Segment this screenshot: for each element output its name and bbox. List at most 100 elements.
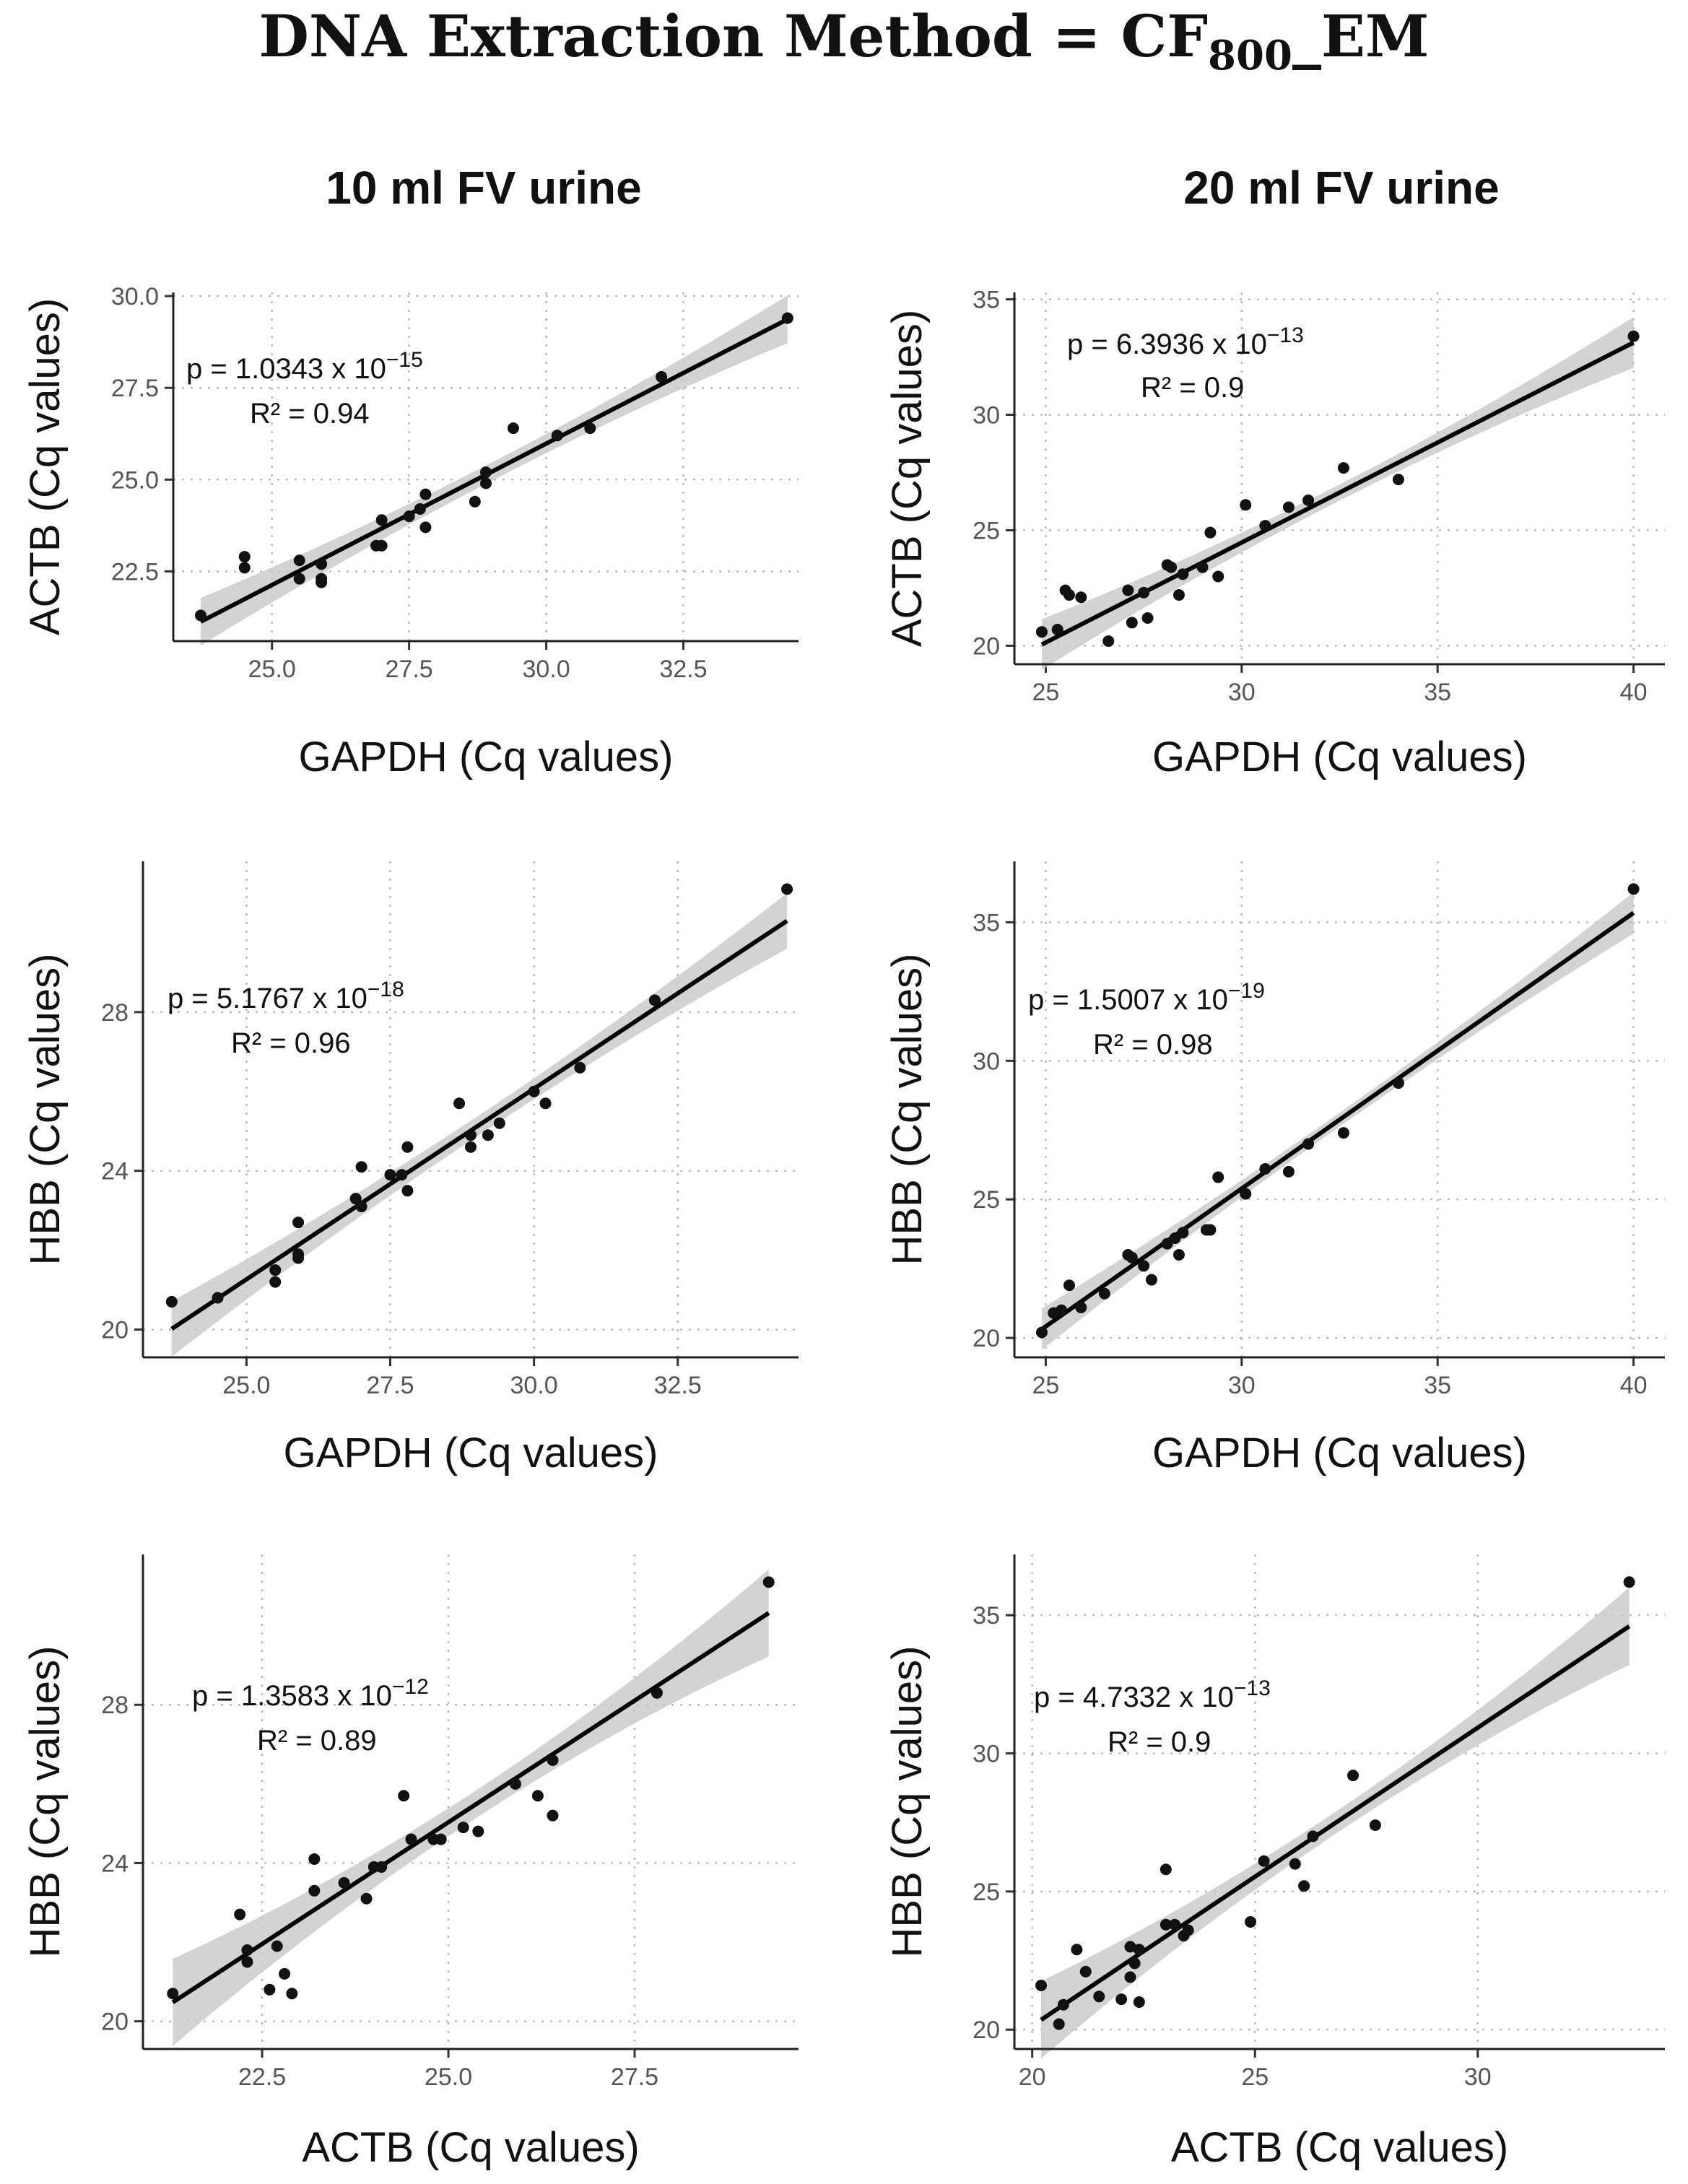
data-point bbox=[457, 1822, 469, 1834]
data-point bbox=[355, 1161, 367, 1173]
y-axis-label: ACTB (Cq values) bbox=[22, 298, 69, 635]
data-point bbox=[1071, 1944, 1083, 1956]
x-axis-label: GAPDH (Cq values) bbox=[299, 734, 674, 780]
data-point bbox=[355, 1201, 367, 1213]
data-point bbox=[1138, 586, 1150, 599]
x-tick-label: 20 bbox=[1019, 2063, 1046, 2091]
regression-line bbox=[1040, 910, 1635, 1331]
data-point bbox=[1302, 1138, 1315, 1150]
data-point bbox=[1392, 1077, 1404, 1089]
x-tick-label: 32.5 bbox=[654, 1372, 702, 1399]
data-point bbox=[1177, 568, 1189, 580]
y-tick-label: 20 bbox=[101, 2009, 129, 2036]
data-point bbox=[1063, 589, 1075, 601]
p-value-text: p = 1.0343 x 10 bbox=[186, 353, 386, 385]
x-axis-label: GAPDH (Cq values) bbox=[1152, 1430, 1527, 1476]
x-tick-label: 35 bbox=[1424, 679, 1451, 706]
p-value-exponent: −19 bbox=[1228, 979, 1265, 1003]
y-tick-label: 20 bbox=[973, 2016, 1000, 2044]
data-point bbox=[1102, 635, 1115, 648]
data-point bbox=[1141, 612, 1154, 625]
figure-title-subscript: 800 bbox=[1208, 32, 1292, 79]
data-point bbox=[419, 521, 432, 534]
p-value-exponent: −13 bbox=[1234, 1676, 1271, 1700]
x-tick-label: 25.0 bbox=[425, 2063, 472, 2091]
data-point bbox=[1035, 1979, 1048, 1991]
x-tick-label: 25 bbox=[1032, 1372, 1060, 1399]
data-point bbox=[1392, 474, 1404, 486]
data-point bbox=[349, 1193, 362, 1205]
data-point bbox=[1098, 1287, 1110, 1300]
x-tick-label: 32.5 bbox=[659, 656, 707, 683]
panels: 25.0 27.5 30.0 32.5 22.5 25.0 27.5 30.0 GAPDH (C… bbox=[22, 283, 1665, 2171]
data-point bbox=[1126, 1251, 1138, 1263]
data-point bbox=[403, 510, 415, 523]
y-tick-label: 35 bbox=[973, 1602, 1000, 1630]
x-tick-label: 40 bbox=[1620, 1372, 1648, 1399]
data-point bbox=[286, 1988, 298, 2000]
data-point bbox=[1245, 1915, 1257, 1928]
data-point bbox=[396, 1169, 408, 1181]
data-point bbox=[528, 1085, 540, 1097]
y-axis-label: ACTB (Cq values) bbox=[884, 310, 931, 647]
p-value-exponent: −18 bbox=[367, 978, 404, 1001]
data-point bbox=[279, 1967, 291, 1980]
p-value-annotation: p = 4.7332 x 10−13 bbox=[1034, 1676, 1271, 1713]
p-value-annotation: p = 6.3936 x 10−13 bbox=[1067, 323, 1304, 360]
y-tick-label: 28 bbox=[101, 999, 129, 1027]
x-tick-label: 30.0 bbox=[510, 1372, 558, 1399]
data-point bbox=[1196, 561, 1209, 573]
data-point bbox=[308, 1853, 321, 1865]
data-point bbox=[1160, 1918, 1172, 1931]
panel-p6: 20 25 30 20 25 30 35 ACTB (Cq values) HBB (Cq va… bbox=[884, 1554, 1665, 2171]
r-squared-annotation: R² = 0.96 bbox=[231, 1027, 351, 1059]
regression-line bbox=[171, 1611, 770, 2004]
data-point bbox=[1204, 1224, 1217, 1236]
data-point bbox=[1182, 1924, 1194, 1936]
data-point bbox=[264, 1983, 276, 1996]
data-point bbox=[1053, 2018, 1065, 2030]
data-point bbox=[269, 1276, 282, 1288]
data-point bbox=[1063, 1279, 1075, 1292]
y-tick-label: 20 bbox=[973, 1325, 1000, 1352]
data-point bbox=[781, 312, 793, 324]
x-tick-label: 22.5 bbox=[238, 2063, 286, 2091]
figure-title-main: DNA Extraction Method = CF bbox=[259, 2, 1209, 70]
data-point bbox=[1051, 624, 1063, 636]
data-point bbox=[539, 1097, 552, 1110]
data-point bbox=[1115, 1993, 1128, 2006]
data-point bbox=[1035, 626, 1048, 638]
data-point bbox=[1282, 501, 1295, 513]
x-tick-label: 25 bbox=[1032, 679, 1060, 706]
y-tick-label: 35 bbox=[973, 909, 1000, 936]
data-point bbox=[167, 1988, 179, 2000]
data-point bbox=[1240, 499, 1252, 511]
y-tick-label: 30 bbox=[973, 1048, 1000, 1075]
data-point bbox=[547, 1809, 559, 1822]
data-point bbox=[234, 1908, 246, 1920]
data-point bbox=[269, 1264, 282, 1276]
p-value-annotation: p = 1.3583 x 10−12 bbox=[192, 1675, 429, 1712]
data-point bbox=[1259, 520, 1271, 532]
data-point bbox=[1289, 1858, 1301, 1870]
data-point bbox=[482, 1129, 494, 1141]
y-tick-label: 30 bbox=[973, 1741, 1000, 1768]
figure-title: DNA Extraction Method = CF800_EM bbox=[259, 2, 1430, 79]
data-point bbox=[292, 1217, 305, 1229]
data-point bbox=[1627, 330, 1640, 342]
x-tick-label: 30 bbox=[1464, 2063, 1492, 2091]
data-point bbox=[762, 1576, 775, 1588]
y-axis-label: HBB (Cq values) bbox=[22, 954, 69, 1266]
data-point bbox=[1212, 570, 1224, 583]
data-point bbox=[401, 1141, 414, 1153]
column-title-20ml: 20 ml FV urine bbox=[1183, 162, 1499, 214]
data-point bbox=[405, 1833, 417, 1845]
p-value-text: p = 1.3583 x 10 bbox=[192, 1680, 392, 1712]
data-point bbox=[493, 1117, 505, 1129]
y-tick-label: 25 bbox=[973, 1879, 1000, 1906]
y-tick-label: 28 bbox=[101, 1692, 129, 1719]
data-point bbox=[1093, 1991, 1105, 2003]
data-point bbox=[1169, 1918, 1181, 1931]
data-point bbox=[1623, 1576, 1635, 1588]
data-point bbox=[293, 554, 305, 567]
